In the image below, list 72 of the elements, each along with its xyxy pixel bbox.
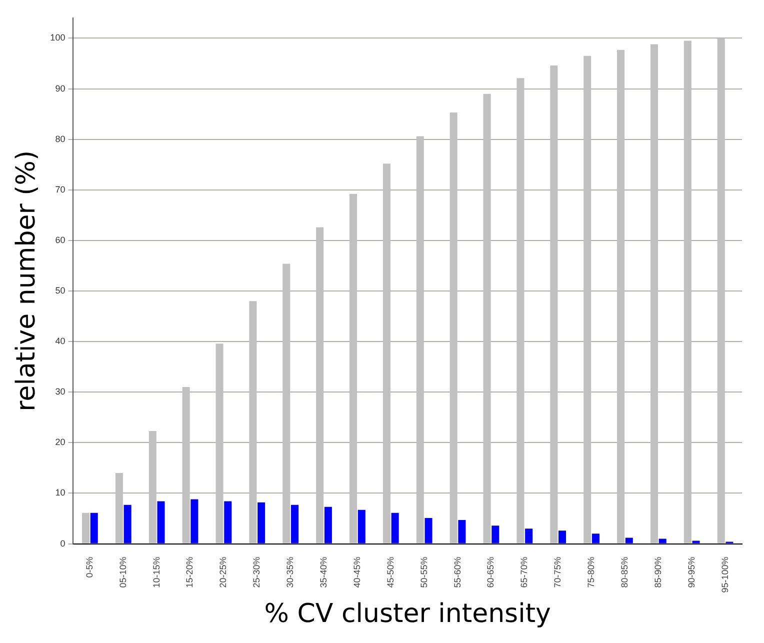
- bar: [290, 504, 299, 544]
- bar: [516, 78, 524, 544]
- x-tick-label: 35-40%: [318, 556, 328, 588]
- bar: [182, 387, 190, 544]
- bar: [584, 56, 592, 544]
- bar: [124, 504, 132, 544]
- bar: [115, 472, 123, 544]
- bar: [316, 227, 324, 544]
- y-tick-label: 0: [60, 538, 66, 548]
- bar: [617, 50, 625, 544]
- x-tick-label: 65-70%: [519, 556, 530, 588]
- bar: [550, 66, 558, 544]
- bar: [82, 512, 90, 544]
- y-tick-label: 10: [55, 488, 66, 498]
- x-tick-label: 80-85%: [619, 556, 630, 588]
- x-tick-label: 75-80%: [586, 556, 596, 588]
- bar: [282, 264, 290, 544]
- y-tick-label: 40: [55, 336, 66, 346]
- y-tick-label: 70: [55, 184, 66, 194]
- x-tick-label: 30-35%: [285, 556, 296, 588]
- x-tick-label: 55-60%: [452, 556, 462, 588]
- x-tick-label: 85-90%: [652, 556, 663, 588]
- x-tick-label: 70-75%: [552, 556, 563, 588]
- bar: [650, 44, 658, 544]
- y-tick-label: 30: [55, 386, 66, 397]
- bar: [391, 512, 399, 544]
- bar: [324, 506, 332, 544]
- bar: [692, 540, 700, 544]
- bar: [416, 136, 424, 544]
- bar: [592, 534, 600, 544]
- y-tick-label: 100: [50, 32, 66, 43]
- x-tick-label: 90-95%: [686, 556, 696, 588]
- x-tick-label: 0-5%: [84, 556, 94, 578]
- bar: [658, 538, 666, 544]
- bar: [358, 510, 366, 544]
- y-tick-label: 20: [55, 437, 66, 448]
- bar: [216, 344, 224, 544]
- x-tick-label: 60-65%: [486, 556, 496, 588]
- x-tick-label: 50-55%: [418, 556, 429, 588]
- bar: [458, 520, 466, 544]
- x-axis-title: % CV cluster intensity: [264, 599, 551, 630]
- bar: [558, 530, 566, 544]
- y-tick-label: 60: [55, 234, 66, 245]
- bar: [717, 38, 725, 544]
- x-tick-label: 45-50%: [385, 556, 396, 588]
- x-tick-label: 05-10%: [118, 556, 128, 588]
- bar: [224, 501, 232, 544]
- bar: [684, 40, 692, 544]
- bar: [148, 431, 156, 544]
- bar: [424, 518, 432, 544]
- bar: [258, 502, 266, 544]
- bar: [350, 194, 358, 544]
- bar: [625, 538, 633, 544]
- x-tick-label: 95-100%: [720, 556, 730, 593]
- bar: [190, 499, 198, 544]
- y-axis-title: relative number (%): [11, 150, 42, 412]
- bar: [525, 528, 533, 544]
- y-tick-label: 90: [55, 83, 66, 94]
- bar: [382, 164, 390, 544]
- x-tick-label: 25-30%: [252, 556, 262, 588]
- bar: [157, 501, 165, 544]
- y-tick-label: 80: [55, 134, 66, 144]
- bar: [492, 526, 500, 544]
- x-tick-label: 20-25%: [218, 556, 228, 588]
- bar: [249, 301, 257, 544]
- x-tick-label: 10-15%: [151, 556, 162, 588]
- bar: [483, 94, 491, 544]
- bar: [90, 512, 98, 544]
- x-tick-label: 15-20%: [184, 556, 195, 588]
- y-tick-label: 50: [55, 285, 66, 296]
- bar: [450, 112, 458, 544]
- x-tick-label: 40-45%: [352, 556, 362, 588]
